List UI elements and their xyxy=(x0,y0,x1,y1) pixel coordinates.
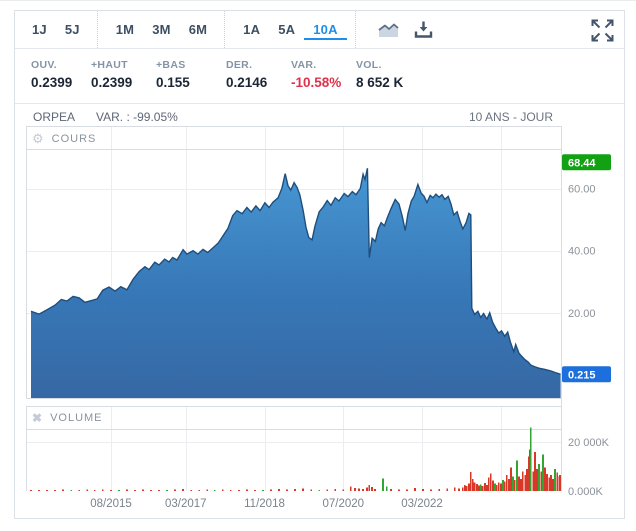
stat-volume: VOL. 8 652 K xyxy=(356,59,403,103)
svg-text:07/2020: 07/2020 xyxy=(323,498,365,510)
price-high-badge xyxy=(562,154,611,171)
svg-text:03/2022: 03/2022 xyxy=(401,498,443,510)
price-pane-label: COURS xyxy=(51,132,97,145)
page-top-divider xyxy=(0,0,636,1)
area-chart-icon xyxy=(378,23,399,37)
stat-label: OUV. xyxy=(31,59,57,71)
quote-stats-row: OUV. 0.2399 +HAUT 0.2399 +BAS 0.155 DER.… xyxy=(15,49,624,104)
gear-icon[interactable]: ⚙ xyxy=(32,131,45,146)
stat-variation: VAR. -10.58% xyxy=(291,59,356,103)
toolbar-separator xyxy=(354,11,357,48)
svg-text:03/2017: 03/2017 xyxy=(165,498,207,510)
range-button-6m[interactable]: 6M xyxy=(180,20,216,39)
stat-label: +BAS xyxy=(156,59,186,71)
chart-header: ORPEA VAR. : -99.05% 10 ANS - JOUR xyxy=(33,110,608,126)
volume-pane-label: VOLUME xyxy=(50,412,103,424)
svg-text:0.215: 0.215 xyxy=(568,369,596,381)
stat-value: 0.2399 xyxy=(31,75,73,90)
symbol-label: ORPEA xyxy=(33,110,76,124)
stock-chart-widget: 1J 5J 1M 3M 6M 1A 5A 10A xyxy=(14,10,625,519)
range-toolbar: 1J 5J 1M 3M 6M 1A 5A 10A xyxy=(15,11,624,49)
volume-pane-header: ✖ VOLUME xyxy=(32,412,103,424)
range-button-10a-selected[interactable]: 10A xyxy=(304,20,347,40)
x-axis-labels: 08/2015 03/2017 11/2018 07/2020 03/2022 xyxy=(90,498,443,510)
stat-label: VAR. xyxy=(291,59,317,71)
chart-canvas[interactable]: 60.00 40.00 20.00 20 000K 0.000K 68.44 0.215 08… xyxy=(26,126,626,520)
svg-text:20.00: 20.00 xyxy=(568,308,596,320)
range-button-5j[interactable]: 5J xyxy=(56,20,89,39)
stat-label: +HAUT xyxy=(91,59,128,71)
svg-text:40.00: 40.00 xyxy=(568,246,596,258)
svg-text:0.000K: 0.000K xyxy=(568,486,604,498)
range-button-5a[interactable]: 5A xyxy=(269,20,304,39)
fullscreen-button[interactable] xyxy=(589,17,616,47)
price-area xyxy=(31,168,561,398)
stat-value: 8 652 K xyxy=(356,75,404,90)
period-variation-label: VAR. : -99.05% xyxy=(96,110,178,124)
timeframe-label: 10 ANS - JOUR xyxy=(468,110,553,124)
download-icon xyxy=(414,21,432,38)
stat-value-negative: -10.58% xyxy=(291,75,342,90)
svg-text:20 000K: 20 000K xyxy=(568,437,610,449)
stat-value: 0.2399 xyxy=(91,75,133,90)
svg-text:08/2015: 08/2015 xyxy=(90,498,132,510)
download-button[interactable] xyxy=(412,18,435,41)
range-button-1a[interactable]: 1A xyxy=(234,20,269,39)
stat-label: VOL. xyxy=(356,59,382,71)
stat-high: +HAUT 0.2399 xyxy=(91,59,156,103)
stat-label: DER. xyxy=(226,59,253,71)
svg-text:11/2018: 11/2018 xyxy=(244,498,285,510)
y-axis-labels: 60.00 40.00 20.00 20 000K 0.000K xyxy=(568,184,610,498)
toolbar-separator xyxy=(96,11,99,48)
stat-last: DER. 0.2146 xyxy=(226,59,291,103)
price-line xyxy=(30,168,561,375)
close-icon[interactable]: ✖ xyxy=(32,411,44,425)
stat-value: 0.155 xyxy=(156,75,190,90)
toolbar-separator xyxy=(224,11,226,48)
svg-text:68.44: 68.44 xyxy=(568,157,596,169)
expand-icon xyxy=(591,19,614,42)
svg-text:60.00: 60.00 xyxy=(568,184,596,196)
stat-value: 0.2146 xyxy=(226,75,268,90)
chart-type-button[interactable] xyxy=(375,19,402,40)
range-button-1j[interactable]: 1J xyxy=(23,20,56,39)
pane-borders xyxy=(26,126,562,491)
price-last-badge xyxy=(562,366,611,383)
stat-low: +BAS 0.155 xyxy=(156,59,226,103)
range-button-1m[interactable]: 1M xyxy=(107,20,143,39)
range-button-3m[interactable]: 3M xyxy=(143,20,179,39)
stat-open: OUV. 0.2399 xyxy=(31,59,91,103)
price-pane-header: ⚙ COURS xyxy=(32,132,96,145)
volume-bars xyxy=(30,427,561,492)
